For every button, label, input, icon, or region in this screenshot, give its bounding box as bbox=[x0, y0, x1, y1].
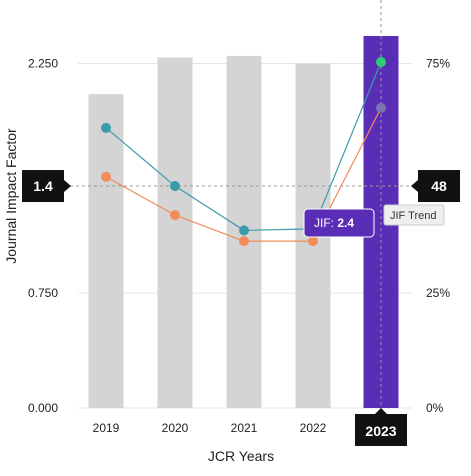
x-tick-label: 2021 bbox=[231, 421, 258, 435]
trend-box bbox=[383, 204, 445, 226]
y-axis-ticks: 0.000 0.750 2.250 bbox=[28, 57, 58, 415]
badge-arrow bbox=[375, 408, 387, 414]
reference-left-badge: 1.4 bbox=[22, 170, 71, 203]
x-axis-title: JCR Years bbox=[208, 448, 274, 464]
selected-year-label: 2023 bbox=[365, 423, 396, 439]
badge-box bbox=[355, 414, 407, 446]
badge-box bbox=[22, 170, 64, 203]
y-axis-title: Journal Impact Factor bbox=[3, 128, 19, 264]
x-tick-label: 2019 bbox=[93, 421, 120, 435]
series-1-point-2023[interactable] bbox=[376, 57, 386, 68]
bar-2019[interactable] bbox=[88, 94, 124, 408]
series-2-point-2023[interactable] bbox=[376, 102, 386, 113]
series-lines bbox=[101, 57, 386, 247]
y2-axis-ticks: 0% 25% 75% bbox=[426, 57, 450, 415]
badge-arrow bbox=[64, 180, 71, 193]
jif-trend-label: JIF Trend bbox=[383, 204, 445, 226]
y-tick-label: 2.250 bbox=[28, 57, 58, 71]
series-2-point-2021[interactable] bbox=[239, 236, 249, 247]
series-1-point-2020[interactable] bbox=[170, 181, 180, 192]
reference-left-value: 1.4 bbox=[33, 178, 53, 194]
y2-tick-label: 75% bbox=[426, 57, 450, 71]
series-2-point-2020[interactable] bbox=[170, 210, 180, 221]
y2-tick-label: 0% bbox=[426, 401, 444, 415]
y-tick-label: 0.750 bbox=[28, 286, 58, 300]
x-axis-ticks: 2019 2020 2021 2022 bbox=[93, 421, 327, 435]
trend-text: JIF Trend bbox=[390, 210, 436, 222]
y2-tick-label: 25% bbox=[426, 286, 450, 300]
tooltip-box bbox=[303, 208, 375, 238]
badge-arrow bbox=[411, 180, 418, 193]
jif-tooltip: JIF: 2.4 bbox=[303, 208, 375, 238]
tooltip-text: JIF: 2.4 bbox=[314, 216, 354, 230]
bar-2020[interactable] bbox=[157, 57, 193, 408]
series-1-point-2021[interactable] bbox=[239, 225, 249, 236]
x-tick-label: 2020 bbox=[162, 421, 189, 435]
series-1-point-2019[interactable] bbox=[101, 122, 111, 133]
series-2-point-2022[interactable] bbox=[308, 236, 318, 247]
badge-box bbox=[418, 170, 460, 203]
x-tick-label: 2022 bbox=[300, 421, 327, 435]
y-tick-label: 0.000 bbox=[28, 401, 58, 415]
reference-right-badge: 48 bbox=[411, 170, 460, 203]
series-2-point-2019[interactable] bbox=[101, 171, 111, 182]
reference-right-value: 48 bbox=[431, 178, 447, 194]
selected-year-badge[interactable]: 2023 bbox=[355, 408, 407, 446]
